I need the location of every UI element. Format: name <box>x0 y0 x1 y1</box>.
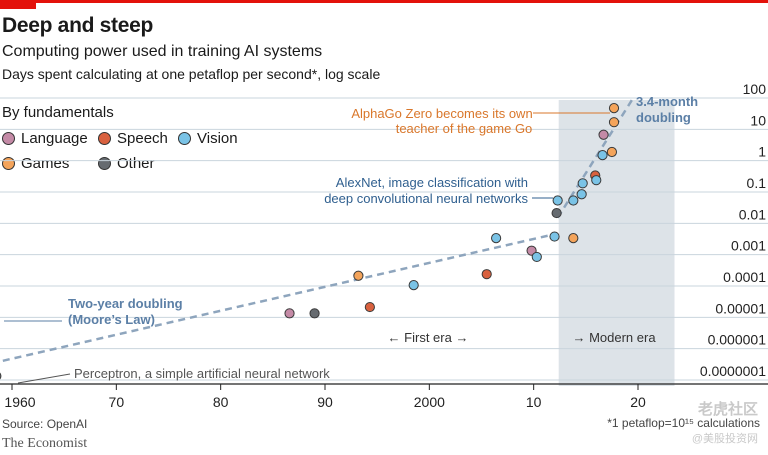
data-point-vision <box>552 195 563 206</box>
x-tick-label: 10 <box>526 394 542 410</box>
legend-dot-vision <box>178 132 191 145</box>
legend-title: By fundamentals <box>2 104 114 121</box>
first-era-label: ← First era → <box>388 330 469 345</box>
data-point-vision <box>531 251 542 263</box>
data-point-vision <box>568 195 579 206</box>
data-point-vision <box>491 233 502 244</box>
legend-dot-language <box>2 132 15 145</box>
legend-label-speech: Speech <box>117 130 168 147</box>
annotation-moores-law: Two-year doubling <box>68 296 183 311</box>
x-tick-label: 1960 <box>4 394 35 410</box>
y-tick-label: 1 <box>758 144 766 160</box>
data-point-vision <box>597 150 608 161</box>
legend-item-language: Language <box>2 130 88 147</box>
y-tick-label: 0.0001 <box>723 269 766 285</box>
data-point-other <box>0 372 2 380</box>
watermark: 老虎社区 <box>697 401 758 418</box>
chart-title: Deep and steep <box>2 14 154 37</box>
legend-item-vision: Vision <box>178 130 238 147</box>
annotation-alphago: teacher of the game Go <box>396 121 533 136</box>
data-point-speech <box>364 301 375 313</box>
y-tick-label: 0.01 <box>739 206 766 222</box>
annotation-alexnet: AlexNet, image classification with <box>336 175 528 190</box>
legend-label-language: Language <box>21 130 88 147</box>
brand-tab <box>0 0 36 9</box>
modern-era-band <box>558 100 675 386</box>
data-point-vision <box>591 175 602 186</box>
legend-label-vision: Vision <box>197 130 238 147</box>
legend-label-games: Games <box>21 155 70 172</box>
x-tick-label: 90 <box>317 394 333 410</box>
footnote: *1 petaflop=10¹⁵ calculations <box>607 416 760 430</box>
legend-label-other: Other <box>117 155 155 172</box>
y-tick-label: 100 <box>743 81 767 97</box>
y-tick-label: 0.001 <box>731 238 766 254</box>
data-point-speech <box>481 269 492 280</box>
data-point-vision <box>577 178 588 189</box>
y-tick-label: 0.00001 <box>715 300 766 316</box>
data-point-vision <box>549 231 560 242</box>
brand-name: The Economist <box>2 436 88 451</box>
data-point-vision <box>408 280 419 291</box>
data-point-vision <box>576 189 587 200</box>
chart-subtitle: Computing power used in training AI syst… <box>2 43 323 60</box>
data-point-other <box>309 308 320 319</box>
trend-line-moores <box>0 232 558 363</box>
annotation-perceptron: Perceptron, a simple artificial neural n… <box>74 366 330 381</box>
legend-dot-speech <box>98 132 111 145</box>
y-tick-label: 10 <box>750 112 766 128</box>
data-point-language <box>284 308 295 319</box>
y-tick-label: 0.1 <box>747 175 767 191</box>
annotation-moores-law: (Moore’s Law) <box>68 312 155 327</box>
y-tick-label: 0.000001 <box>708 332 767 348</box>
legend-item-speech: Speech <box>98 130 168 147</box>
data-point-games <box>608 117 620 128</box>
data-point-games <box>353 270 364 281</box>
data-point-games <box>608 103 620 114</box>
data-point-games <box>606 146 618 158</box>
annotation-fast-doubling: 3.4-month <box>636 94 698 109</box>
data-point-other <box>551 207 562 219</box>
annotation-alexnet: deep convolutional neural networks <box>324 191 528 206</box>
y-tick-label: 0.0000001 <box>700 363 766 379</box>
watermark-sub: @美股投资网 <box>691 433 758 445</box>
chart-description: Days spent calculating at one petaflop p… <box>2 66 381 82</box>
x-tick-label: 2000 <box>414 394 445 410</box>
x-tick-label: 20 <box>630 394 646 410</box>
x-tick-label: 70 <box>109 394 125 410</box>
data-point-games <box>568 233 579 244</box>
modern-era-label: → Modern era <box>572 330 656 345</box>
data-point-language <box>598 129 609 140</box>
x-tick-label: 80 <box>213 394 229 410</box>
source-note: Source: OpenAI <box>2 417 88 431</box>
top-rule <box>0 0 768 3</box>
annotation-alphago: AlphaGo Zero becomes its own <box>351 106 532 121</box>
annotation-leader <box>17 373 71 384</box>
annotation-fast-doubling: doubling <box>636 110 691 125</box>
